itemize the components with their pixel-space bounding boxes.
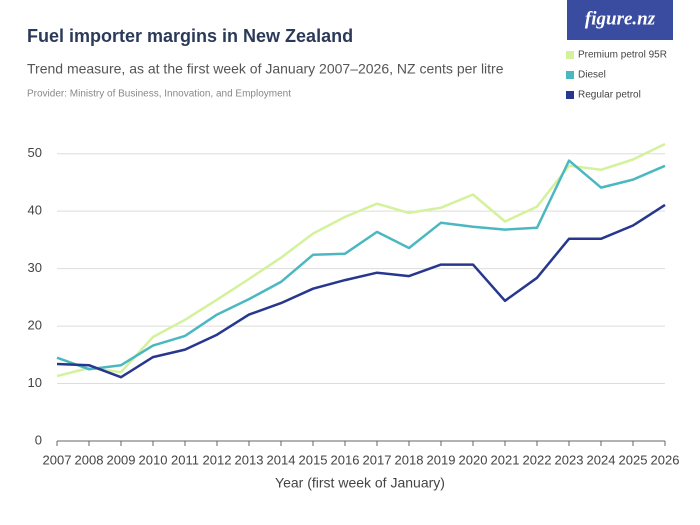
x-tick-label: 2018 bbox=[395, 452, 424, 467]
x-tick-label: 2010 bbox=[139, 452, 168, 467]
series-line bbox=[56, 159, 666, 371]
x-axis-label: Year (first week of January) bbox=[275, 475, 445, 491]
logo: figure.nz bbox=[585, 8, 656, 29]
legend-label: Regular petrol bbox=[578, 90, 641, 101]
legend-swatch bbox=[566, 91, 574, 99]
chart-title: Fuel importer margins in New Zealand bbox=[27, 26, 353, 46]
x-tick-label: 2022 bbox=[523, 452, 552, 467]
series-line bbox=[56, 142, 666, 378]
y-tick-label: 30 bbox=[28, 260, 42, 275]
legend-swatch bbox=[566, 71, 574, 79]
x-tick-label: 2020 bbox=[459, 452, 488, 467]
y-tick-label: 20 bbox=[28, 318, 42, 333]
x-tick-label: 2019 bbox=[427, 452, 456, 467]
x-tick-label: 2008 bbox=[75, 452, 104, 467]
x-tick-label: 2023 bbox=[555, 452, 584, 467]
x-tick-label: 2024 bbox=[587, 452, 616, 467]
y-tick-label: 40 bbox=[28, 203, 42, 218]
provider: Provider: Ministry of Business, Innovati… bbox=[27, 89, 291, 100]
x-tick-label: 2013 bbox=[235, 452, 264, 467]
x-tick-label: 2026 bbox=[651, 452, 680, 467]
x-tick-label: 2014 bbox=[267, 452, 296, 467]
y-tick-label: 0 bbox=[35, 432, 42, 447]
x-tick-label: 2009 bbox=[107, 452, 136, 467]
x-tick-label: 2011 bbox=[171, 452, 199, 467]
x-tick-label: 2007 bbox=[43, 452, 72, 467]
chart-subtitle: Trend measure, as at the first week of J… bbox=[27, 61, 504, 77]
x-tick-label: 2025 bbox=[619, 452, 648, 467]
x-tick-label: 2015 bbox=[299, 452, 328, 467]
y-tick-label: 10 bbox=[28, 375, 42, 390]
x-tick-label: 2016 bbox=[331, 452, 360, 467]
legend-label: Diesel bbox=[578, 70, 606, 81]
series-line bbox=[56, 203, 666, 379]
legend-label: Premium petrol 95R bbox=[578, 50, 667, 61]
x-tick-label: 2017 bbox=[363, 452, 392, 467]
x-tick-label: 2021 bbox=[491, 452, 520, 467]
logo-box bbox=[567, 0, 673, 40]
x-tick-label: 2012 bbox=[203, 452, 232, 467]
legend-swatch bbox=[566, 51, 574, 59]
y-tick-label: 50 bbox=[28, 145, 42, 160]
